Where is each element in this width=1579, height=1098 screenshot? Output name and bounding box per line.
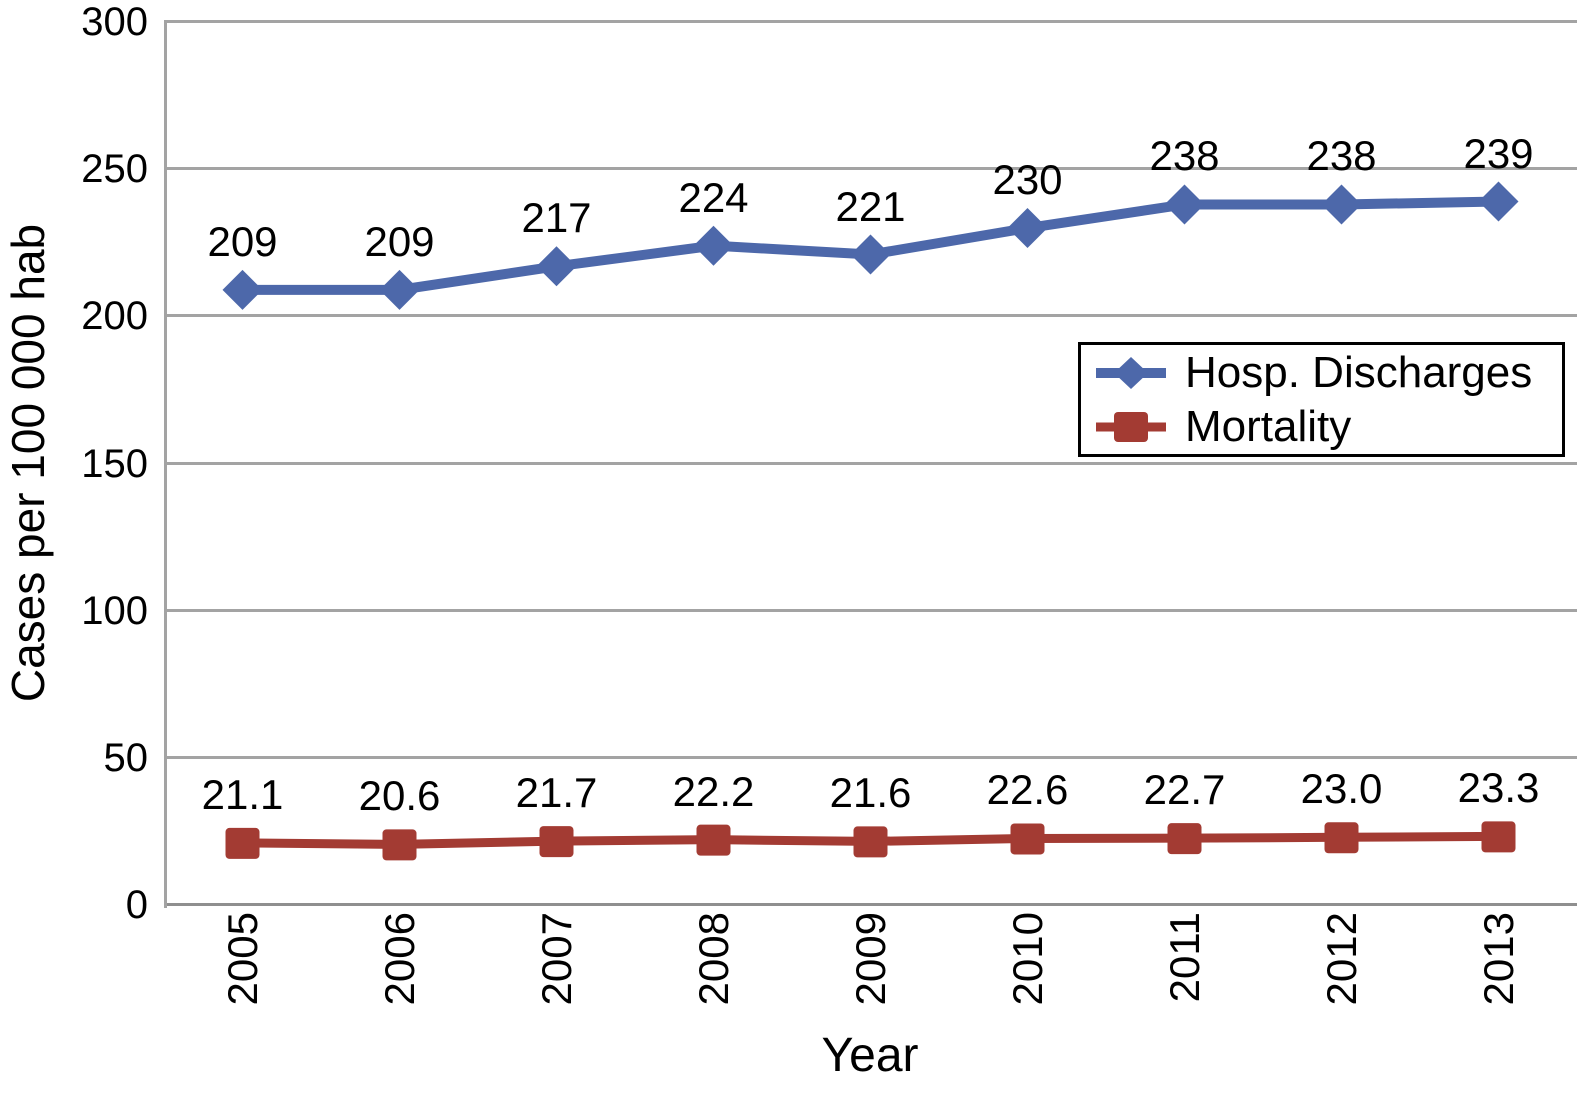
data-label: 20.6 — [358, 772, 441, 820]
y-tick-label: 300 — [81, 0, 148, 44]
y-tick-label: 200 — [81, 294, 148, 339]
y-tick-label: 100 — [81, 588, 148, 633]
data-label: 23.0 — [1300, 765, 1383, 813]
data-point-marker — [1324, 822, 1359, 854]
legend-label: Mortality — [1185, 402, 1352, 451]
data-point-marker — [1164, 184, 1205, 225]
data-point-marker — [693, 225, 734, 266]
gridline — [164, 903, 1577, 906]
x-axis-title: Year — [821, 1029, 919, 1082]
data-label: 209 — [207, 217, 278, 265]
gridline — [164, 20, 1577, 23]
data-label: 238 — [1306, 132, 1377, 180]
legend-item-hosp-discharges: Hosp. Discharges — [1081, 346, 1562, 400]
legend-label: Hosp. Discharges — [1185, 348, 1533, 397]
data-label: 21.6 — [829, 769, 912, 817]
data-label: 21.1 — [201, 770, 284, 818]
data-point-marker — [1481, 821, 1516, 853]
data-point-marker — [379, 269, 420, 310]
data-point-marker — [696, 824, 731, 856]
data-point-marker — [1321, 184, 1362, 225]
data-label: 22.6 — [986, 766, 1069, 814]
gridline — [164, 608, 1577, 612]
data-label: 22.7 — [1143, 766, 1226, 814]
data-label: 217 — [521, 194, 592, 242]
gridline — [164, 461, 1577, 465]
data-label: 239 — [1463, 129, 1534, 177]
data-point-marker — [539, 826, 574, 858]
y-tick-label: 0 — [125, 883, 148, 927]
data-label: 221 — [835, 182, 906, 230]
gridline — [164, 167, 1577, 171]
data-point-marker — [1007, 208, 1048, 249]
data-label: 238 — [1149, 132, 1220, 180]
y-axis-line — [164, 22, 167, 908]
data-label: 23.3 — [1457, 764, 1540, 812]
data-point-marker — [222, 269, 263, 310]
data-point-marker — [536, 246, 577, 287]
data-label: 224 — [678, 173, 749, 221]
legend-item-mortality: Mortality — [1081, 400, 1562, 454]
data-label: 209 — [364, 217, 435, 265]
data-point-marker — [1167, 823, 1202, 855]
data-point-marker — [850, 234, 891, 275]
data-point-marker — [853, 826, 888, 858]
y-tick-label: 50 — [103, 735, 149, 780]
data-point-marker — [382, 829, 417, 861]
data-label: 21.7 — [515, 769, 598, 817]
y-tick-label: 150 — [81, 441, 148, 486]
data-label: 230 — [992, 156, 1063, 204]
data-label: 22.2 — [672, 767, 755, 815]
data-point-marker — [1478, 181, 1519, 222]
legend: Hosp. Discharges Mortality — [1078, 342, 1565, 457]
data-point-marker — [1010, 823, 1045, 855]
gridline — [164, 314, 1577, 318]
gridline — [164, 755, 1577, 759]
y-tick-label: 250 — [81, 147, 148, 192]
data-point-marker — [225, 827, 260, 859]
diamond-marker-icon — [1096, 357, 1166, 389]
square-marker-icon — [1096, 412, 1166, 442]
